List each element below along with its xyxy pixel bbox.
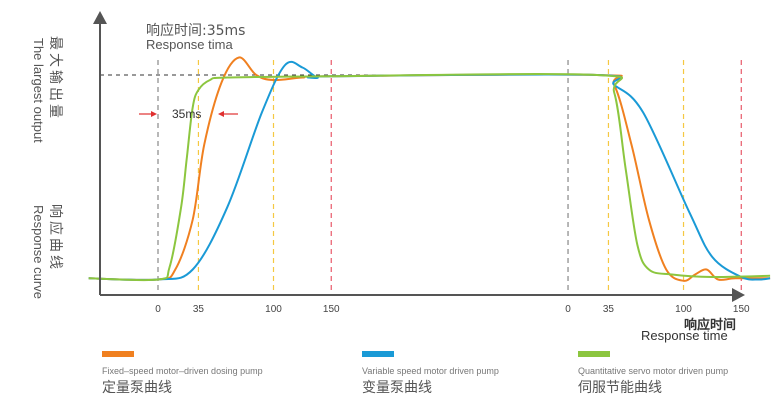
y-axis-arrow [93,11,107,24]
time-markers [157,60,742,295]
fall-tick-0: 0 [565,304,571,315]
fall-tick-100: 100 [675,304,692,315]
legend-swatch-blue [362,351,394,357]
legend-swatch-orange [102,351,134,357]
y-label-bottom-cn: 响应曲线 [47,204,63,272]
chart-subtitle: Response tima [146,37,233,52]
axes [93,11,745,302]
series-line-green [88,72,771,282]
rise-tick-100: 100 [265,304,282,315]
fall-tick-150: 150 [733,304,750,315]
legend-en-orange: Fixed–speed motor–driven dosing pump [102,366,263,376]
legend-cn-orange: 定量泵曲线 [102,380,172,396]
series-line-blue [88,60,771,281]
chart-title: 响应时间:35ms [146,23,246,39]
legend-en-blue: Variable speed motor driven pump [362,366,499,376]
tick-labels: 0 35 100 150 0 35 100 150 [155,304,750,315]
rise-tick-35: 35 [193,304,205,315]
rise-tick-0: 0 [155,304,161,315]
response-time-arrows [139,111,238,117]
legend-swatch-green [578,351,610,357]
x-label-cn: 响应时间 [684,318,737,333]
y-label-bottom-en: Response curve [31,205,46,299]
legend-en-green: Quantitative servo motor driven pump [578,366,729,376]
x-label-en: Response time [641,328,728,343]
legend-cn-green: 伺服节能曲线 [578,380,662,396]
rise-tick-150: 150 [323,304,340,315]
left-arrow-head [151,111,157,117]
legend-cn-blue: 变量泵曲线 [362,380,432,396]
x-axis-arrow [732,288,745,302]
y-label-top-cn: 最大输出量 [47,36,63,121]
response-time-annotation: 35ms [172,107,202,121]
fall-tick-35: 35 [603,304,615,315]
series-lines [88,56,771,282]
y-label-top-en: The largest output [31,38,46,143]
series-line-orange [88,56,771,282]
right-arrow-head [218,111,224,117]
